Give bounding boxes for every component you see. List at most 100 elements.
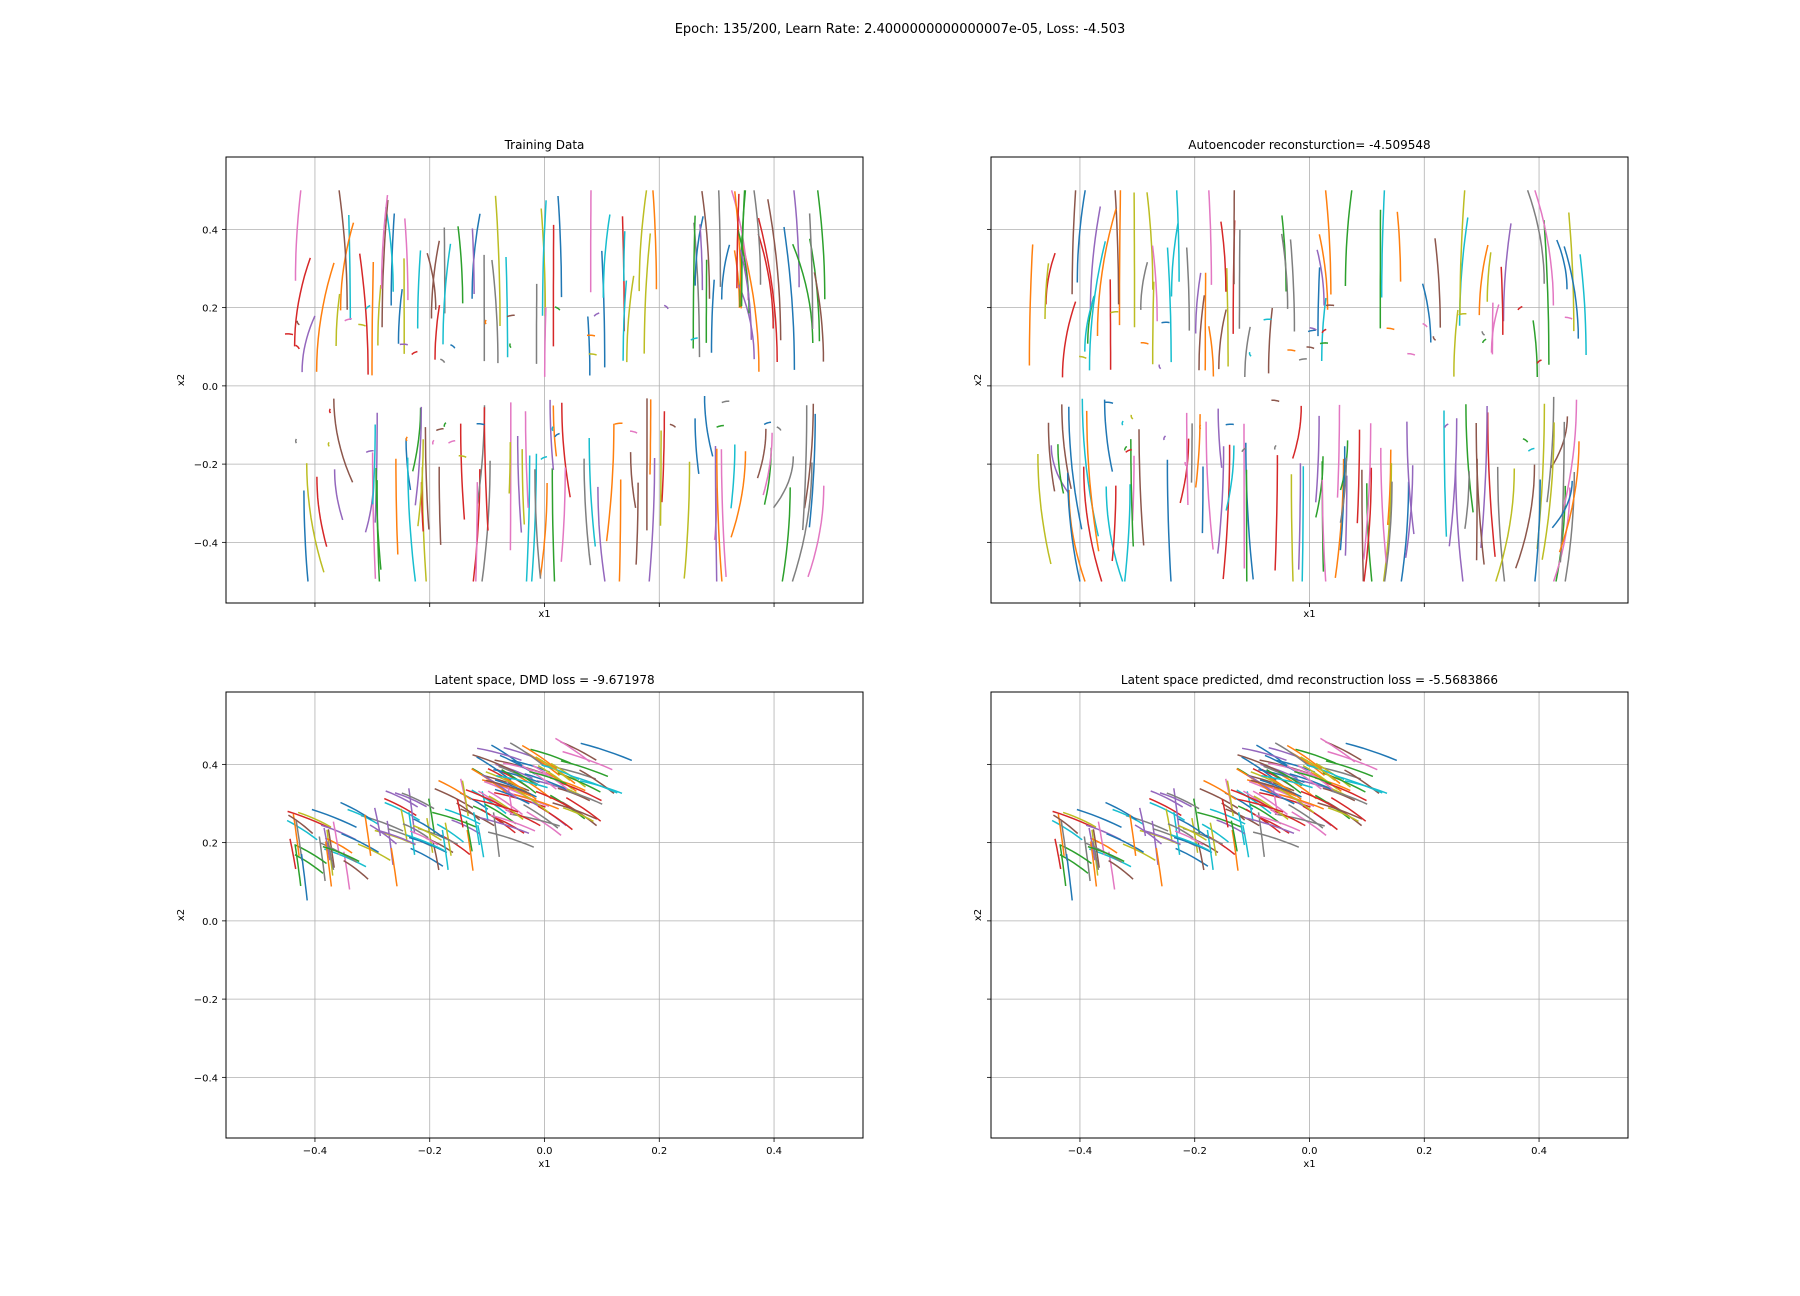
trajectory-line bbox=[1218, 309, 1227, 370]
trajectory-line bbox=[1158, 364, 1162, 370]
trajectory-line bbox=[1197, 811, 1242, 828]
trajectory-line bbox=[411, 350, 418, 356]
trajectory-line bbox=[1564, 471, 1576, 582]
trajectory-line bbox=[1267, 307, 1274, 374]
trajectory-line bbox=[465, 789, 506, 809]
trajectory-line bbox=[1325, 760, 1374, 778]
trajectory-line bbox=[414, 406, 423, 506]
trajectory-line bbox=[296, 320, 300, 326]
trajectory-line bbox=[434, 304, 441, 360]
trajectory-line bbox=[1241, 747, 1287, 762]
trajectory-group bbox=[1028, 190, 1587, 582]
trajectory-line bbox=[471, 228, 475, 294]
trajectory-line bbox=[1327, 807, 1359, 823]
trajectory-line bbox=[683, 461, 691, 579]
y-tick-label: −0.4 bbox=[194, 538, 218, 549]
trajectory-line bbox=[1097, 821, 1105, 855]
trajectory-line bbox=[1060, 820, 1068, 861]
trajectory-line bbox=[1053, 814, 1079, 835]
trajectory-line bbox=[593, 312, 600, 317]
trajectory-line bbox=[1249, 803, 1282, 825]
y-axis-label: x2 bbox=[176, 909, 187, 921]
trajectory-line bbox=[551, 468, 556, 582]
trajectory-line bbox=[614, 422, 623, 425]
trajectory-line bbox=[535, 756, 571, 781]
y-tick-label: −0.2 bbox=[194, 995, 218, 1006]
trajectory-line bbox=[801, 405, 808, 531]
trajectory-line bbox=[1527, 447, 1535, 452]
trajectory-line bbox=[720, 244, 731, 300]
trajectory-line bbox=[1062, 811, 1097, 828]
trajectory-line bbox=[441, 829, 449, 870]
trajectory-line bbox=[1363, 467, 1373, 582]
trajectory-line bbox=[643, 233, 652, 354]
trajectory-line bbox=[1316, 249, 1325, 306]
trajectory-line bbox=[803, 403, 815, 509]
trajectory-line bbox=[1106, 833, 1144, 853]
trajectory-line bbox=[1065, 853, 1073, 901]
trajectory-line bbox=[1217, 408, 1223, 468]
trajectory-line bbox=[648, 457, 656, 582]
trajectory-line bbox=[1286, 744, 1323, 770]
trajectory-line bbox=[605, 423, 615, 542]
trajectory-line bbox=[566, 790, 603, 805]
trajectory-line bbox=[717, 190, 722, 287]
trajectory-line bbox=[459, 423, 466, 520]
trajectory-line bbox=[1166, 792, 1200, 810]
trajectory-line bbox=[1194, 272, 1202, 334]
trajectory-line bbox=[741, 244, 760, 372]
trajectory-line bbox=[1543, 220, 1550, 365]
x-tick-label: 0.0 bbox=[537, 1146, 553, 1157]
trajectory-line bbox=[552, 405, 558, 457]
x-tick-label: −0.4 bbox=[303, 1146, 327, 1157]
trajectory-line bbox=[1105, 801, 1137, 821]
trajectory-line bbox=[1057, 813, 1065, 856]
trajectory-line bbox=[1111, 485, 1117, 562]
chart-title: Latent space, DMD loss = -9.671978 bbox=[434, 673, 654, 687]
trajectory-line bbox=[1280, 233, 1289, 309]
trajectory-line bbox=[1514, 464, 1536, 569]
trajectory-line bbox=[1121, 420, 1124, 426]
trajectory-line bbox=[484, 803, 517, 825]
trajectory-line bbox=[649, 399, 652, 475]
trajectory-line bbox=[1225, 445, 1235, 511]
trajectory-line bbox=[1088, 241, 1107, 371]
trajectory-line bbox=[1198, 295, 1206, 371]
trajectory-line bbox=[543, 307, 547, 377]
trajectory-line bbox=[623, 231, 626, 282]
trajectory-line bbox=[1323, 781, 1367, 802]
trajectory-line bbox=[1191, 817, 1199, 853]
x-tick-label: −0.2 bbox=[418, 1146, 442, 1157]
trajectory-line bbox=[560, 467, 567, 562]
trajectory-group bbox=[1051, 737, 1398, 901]
trajectory-line bbox=[1386, 327, 1395, 331]
trajectory-line bbox=[1237, 754, 1280, 773]
trajectory-line bbox=[1478, 244, 1489, 316]
trajectory-line bbox=[1206, 829, 1214, 870]
trajectory-line bbox=[1103, 399, 1114, 472]
trajectory-line bbox=[1244, 816, 1295, 835]
trajectory-line bbox=[1220, 221, 1227, 292]
y-tick-label: 0.4 bbox=[202, 760, 218, 771]
trajectory-line bbox=[476, 756, 512, 782]
trajectory-line bbox=[521, 765, 557, 790]
trajectory-line bbox=[1151, 281, 1155, 365]
trajectory-line bbox=[1396, 211, 1402, 282]
trajectory-line bbox=[399, 343, 408, 346]
y-tick-label: 0.0 bbox=[202, 917, 218, 928]
trajectory-line bbox=[444, 822, 452, 856]
trajectory-line bbox=[1208, 326, 1215, 377]
trajectory-line bbox=[1421, 283, 1432, 343]
trajectory-line bbox=[1295, 748, 1336, 764]
trajectory-line bbox=[417, 439, 424, 527]
trajectory-line bbox=[791, 462, 813, 582]
trajectory-line bbox=[1320, 737, 1356, 763]
trajectory-line bbox=[424, 427, 430, 530]
trajectory-line bbox=[347, 808, 380, 826]
trajectory-line bbox=[772, 456, 795, 509]
trajectory-line bbox=[1185, 247, 1191, 331]
trajectory-line bbox=[808, 413, 816, 528]
trajectory-line bbox=[714, 446, 718, 582]
trajectory-line bbox=[699, 224, 704, 291]
trajectory-line bbox=[1059, 854, 1089, 874]
